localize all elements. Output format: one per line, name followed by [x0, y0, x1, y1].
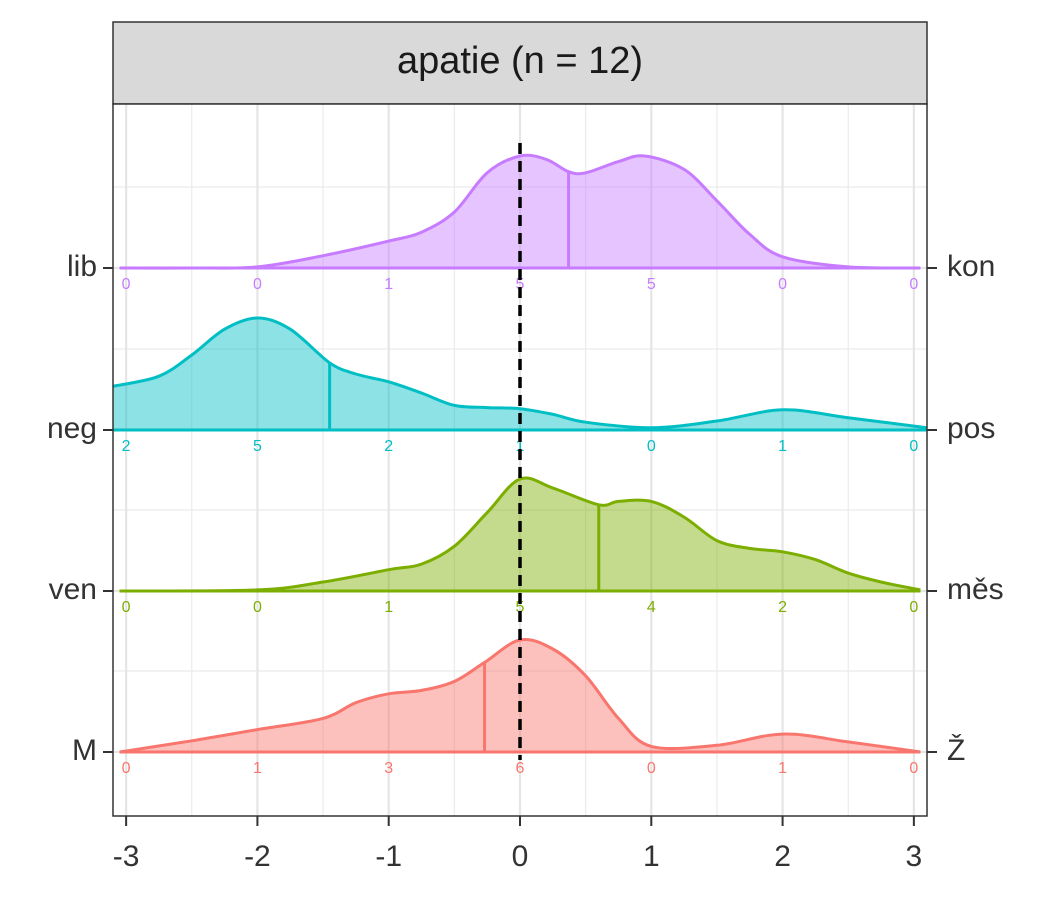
count-label: 0: [778, 276, 787, 293]
count-label: 0: [909, 599, 918, 616]
count-label: 2: [122, 438, 131, 455]
ridge-line: [112, 316, 928, 430]
count-label: 1: [384, 599, 393, 616]
ridges: 0 0 1 5 5 0 0 2 5 2 1 0 1 0 0 0 1 5 4 2 0 0 1 3 6 0 1 0: [112, 153, 928, 777]
strip-background: [112, 21, 928, 105]
count-label: 5: [516, 276, 525, 293]
x-tick-label: 2: [774, 840, 791, 873]
right-category-label: Ž: [947, 734, 965, 767]
ridge-line: [119, 476, 921, 593]
count-label: 0: [909, 276, 918, 293]
left-category-label: lib: [67, 250, 97, 283]
count-label: 0: [253, 599, 262, 616]
count-label: 1: [384, 276, 393, 293]
left-category-label: M: [72, 734, 97, 767]
count-label: 3: [384, 760, 393, 777]
count-label: 0: [909, 760, 918, 777]
ridge-line: [119, 153, 921, 270]
count-label: 0: [253, 276, 262, 293]
count-label: 1: [778, 760, 787, 777]
x-tick-label: -3: [113, 840, 140, 873]
count-label: 1: [778, 438, 787, 455]
x-tick-label: 0: [512, 840, 529, 873]
left-category-label: ven: [49, 573, 97, 606]
count-label: 5: [253, 438, 262, 455]
right-category-label: kon: [947, 250, 995, 283]
count-label: 5: [516, 599, 525, 616]
count-label: 2: [778, 599, 787, 616]
ridge-area: [119, 639, 921, 752]
x-tick-label: 1: [643, 840, 660, 873]
count-label: 1: [253, 760, 262, 777]
count-label: 0: [909, 438, 918, 455]
x-tick-label: 3: [906, 840, 923, 873]
axes: -3 -2 -1 0 1 2 3 lib kon neg pos ven měs M Ž: [47, 250, 1004, 873]
ridge-area: [119, 155, 921, 269]
left-category-label: neg: [47, 412, 97, 445]
count-label: 5: [647, 276, 656, 293]
count-label: 0: [647, 760, 656, 777]
ridge-area: [113, 318, 927, 430]
right-category-label: měs: [947, 573, 1004, 606]
chart-title: apatie (n = 12): [397, 40, 643, 82]
count-label: 6: [516, 760, 525, 777]
x-tick-label: -1: [375, 840, 402, 873]
count-label: 4: [647, 599, 656, 616]
count-label: 0: [122, 599, 131, 616]
count-label: 0: [122, 760, 131, 777]
ridge-line: [119, 638, 921, 754]
right-category-label: pos: [947, 412, 995, 445]
ridge-area: [119, 477, 921, 591]
x-tick-label: -2: [244, 840, 271, 873]
count-label: 0: [647, 438, 656, 455]
count-label: 1: [516, 438, 525, 455]
count-label: 0: [122, 276, 131, 293]
count-label: 2: [384, 438, 393, 455]
